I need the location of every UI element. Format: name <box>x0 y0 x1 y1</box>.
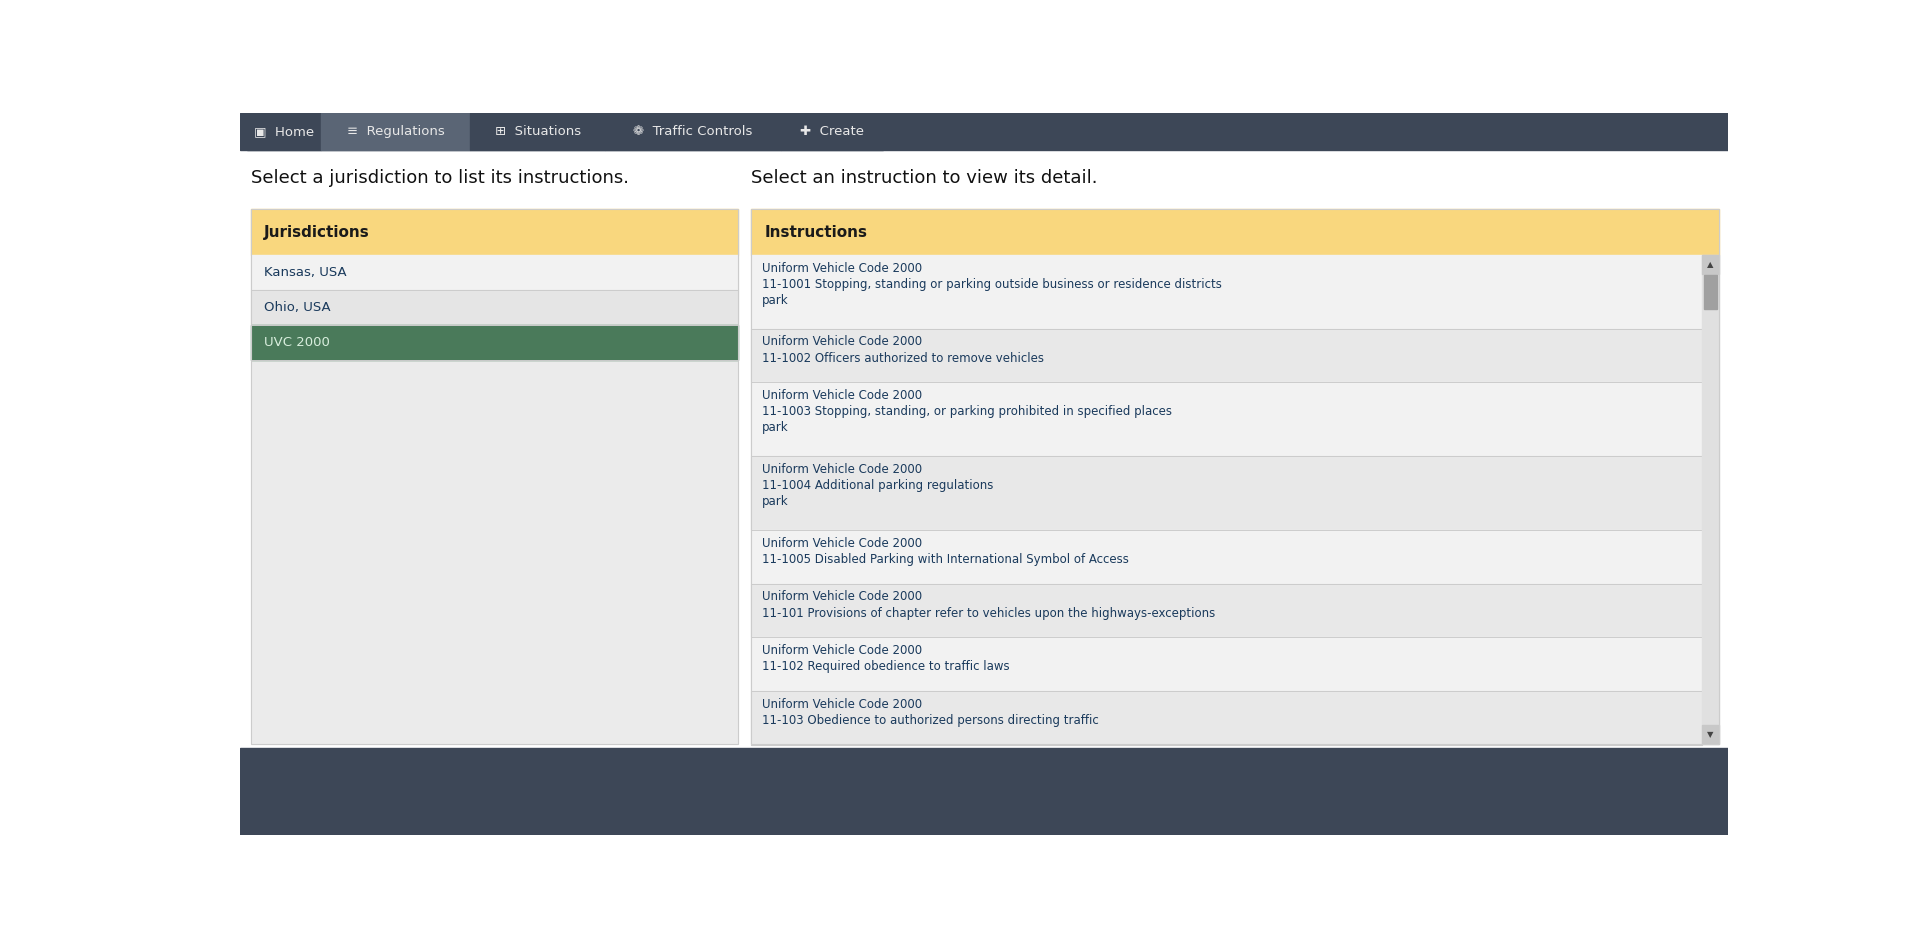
Text: Select an instruction to view its detail.: Select an instruction to view its detail… <box>751 169 1098 187</box>
Text: Kansas, USA: Kansas, USA <box>265 265 348 279</box>
Bar <box>751 209 1718 255</box>
Text: ❁  Traffic Controls: ❁ Traffic Controls <box>634 125 753 138</box>
Text: Uniform Vehicle Code 2000: Uniform Vehicle Code 2000 <box>762 262 922 275</box>
Text: Jurisdictions: Jurisdictions <box>265 224 371 239</box>
Bar <box>751 328 1703 383</box>
Text: ▲: ▲ <box>1707 260 1715 269</box>
Text: 11-1003 Stopping, standing, or parking prohibited in specified places: 11-1003 Stopping, standing, or parking p… <box>762 405 1171 418</box>
Text: park: park <box>762 421 789 434</box>
Text: Uniform Vehicle Code 2000: Uniform Vehicle Code 2000 <box>762 537 922 550</box>
Bar <box>321 113 470 150</box>
Text: UVC 2000: UVC 2000 <box>265 336 330 349</box>
Bar <box>751 255 1703 328</box>
Bar <box>751 209 1718 744</box>
Text: 11-1001 Stopping, standing or parking outside business or residence districts: 11-1001 Stopping, standing or parking ou… <box>762 278 1221 291</box>
Bar <box>240 150 1728 748</box>
Text: Uniform Vehicle Code 2000: Uniform Vehicle Code 2000 <box>762 389 922 402</box>
Bar <box>1703 255 1718 274</box>
Bar <box>751 691 1703 745</box>
Text: 11-103 Obedience to authorized persons directing traffic: 11-103 Obedience to authorized persons d… <box>762 714 1098 727</box>
Bar <box>751 456 1703 530</box>
Bar <box>1703 255 1718 744</box>
Text: ≡  Regulations: ≡ Regulations <box>348 125 444 138</box>
Text: Uniform Vehicle Code 2000: Uniform Vehicle Code 2000 <box>762 591 922 603</box>
Text: ⊞  Situations: ⊞ Situations <box>495 125 580 138</box>
Bar <box>252 209 737 255</box>
Bar <box>1703 725 1718 744</box>
Text: park: park <box>762 294 789 307</box>
Bar <box>1703 275 1716 309</box>
Text: Select a jurisdiction to list its instructions.: Select a jurisdiction to list its instru… <box>252 169 630 187</box>
Text: ✚  Create: ✚ Create <box>801 125 864 138</box>
Text: Ohio, USA: Ohio, USA <box>265 301 330 313</box>
Bar <box>248 113 321 150</box>
Text: Uniform Vehicle Code 2000: Uniform Vehicle Code 2000 <box>762 644 922 658</box>
Text: park: park <box>762 495 789 508</box>
Bar <box>751 530 1703 583</box>
Bar <box>751 583 1703 638</box>
Bar <box>252 255 737 290</box>
Bar <box>605 113 781 150</box>
Bar <box>252 325 737 359</box>
Text: 11-102 Required obedience to traffic laws: 11-102 Required obedience to traffic law… <box>762 660 1010 673</box>
Bar <box>470 113 605 150</box>
Bar <box>751 209 1718 744</box>
Bar <box>252 290 737 325</box>
Bar <box>252 209 737 744</box>
Bar <box>751 383 1703 456</box>
Bar <box>252 209 737 744</box>
Text: 11-1005 Disabled Parking with International Symbol of Access: 11-1005 Disabled Parking with Internatio… <box>762 552 1129 566</box>
Bar <box>240 748 1728 835</box>
Text: Uniform Vehicle Code 2000: Uniform Vehicle Code 2000 <box>762 463 922 476</box>
Text: ▣  Home: ▣ Home <box>253 125 315 138</box>
Bar <box>240 113 1728 150</box>
Text: 11-1004 Additional parking regulations: 11-1004 Additional parking regulations <box>762 479 993 492</box>
Bar <box>751 638 1703 691</box>
Bar <box>781 113 883 150</box>
Text: 11-101 Provisions of chapter refer to vehicles upon the highways-exceptions: 11-101 Provisions of chapter refer to ve… <box>762 607 1215 620</box>
Text: 11-1002 Officers authorized to remove vehicles: 11-1002 Officers authorized to remove ve… <box>762 352 1044 365</box>
Text: ▼: ▼ <box>1707 730 1715 738</box>
Text: Instructions: Instructions <box>764 224 868 239</box>
Text: Uniform Vehicle Code 2000: Uniform Vehicle Code 2000 <box>762 336 922 348</box>
Text: Uniform Vehicle Code 2000: Uniform Vehicle Code 2000 <box>762 698 922 711</box>
